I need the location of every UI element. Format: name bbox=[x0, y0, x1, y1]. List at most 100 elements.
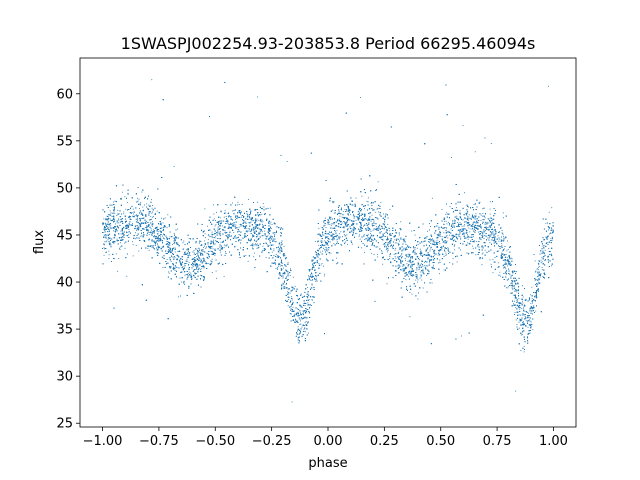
data-point bbox=[336, 238, 338, 240]
data-point bbox=[151, 231, 152, 233]
data-point bbox=[118, 219, 120, 221]
data-point bbox=[475, 215, 477, 217]
data-point bbox=[514, 305, 516, 306]
data-point bbox=[485, 230, 486, 232]
data-point bbox=[380, 201, 382, 203]
data-point bbox=[385, 227, 387, 228]
data-point bbox=[414, 247, 416, 249]
data-point bbox=[227, 234, 229, 236]
data-point bbox=[371, 252, 373, 254]
data-point bbox=[272, 238, 274, 240]
data-point bbox=[491, 220, 493, 222]
data-point bbox=[219, 231, 221, 233]
data-point bbox=[256, 201, 258, 203]
data-point bbox=[294, 285, 296, 287]
data-point bbox=[190, 272, 192, 274]
data-point bbox=[314, 269, 316, 271]
data-point bbox=[440, 235, 441, 237]
data-point bbox=[454, 220, 456, 222]
data-point bbox=[428, 272, 430, 274]
data-point bbox=[148, 249, 150, 251]
data-point bbox=[285, 264, 287, 266]
data-point bbox=[157, 239, 159, 241]
data-point bbox=[198, 260, 200, 262]
data-point bbox=[414, 251, 416, 253]
data-point bbox=[407, 260, 409, 262]
data-point bbox=[289, 292, 291, 294]
data-point bbox=[105, 241, 107, 243]
data-point bbox=[422, 287, 424, 289]
data-point bbox=[346, 225, 348, 227]
data-point bbox=[283, 254, 285, 256]
data-point bbox=[534, 260, 536, 262]
data-point bbox=[103, 232, 105, 234]
data-point bbox=[299, 324, 301, 325]
data-point bbox=[177, 228, 179, 230]
data-point bbox=[279, 252, 281, 254]
data-point bbox=[114, 200, 116, 202]
data-point bbox=[531, 308, 533, 310]
data-point bbox=[439, 233, 441, 235]
data-point bbox=[548, 85, 549, 87]
data-point bbox=[234, 227, 236, 229]
data-point bbox=[151, 207, 153, 209]
data-point bbox=[538, 264, 540, 266]
data-point bbox=[404, 239, 405, 241]
data-point bbox=[492, 239, 494, 241]
data-point bbox=[530, 324, 532, 326]
data-point bbox=[473, 203, 475, 205]
data-point bbox=[178, 296, 180, 298]
data-point bbox=[304, 322, 306, 324]
data-point bbox=[551, 253, 552, 255]
data-point bbox=[490, 143, 492, 144]
data-point bbox=[157, 231, 159, 233]
data-point bbox=[352, 224, 354, 226]
data-point bbox=[383, 232, 385, 234]
data-point bbox=[235, 224, 237, 226]
data-point bbox=[279, 263, 281, 265]
data-point bbox=[429, 261, 430, 262]
data-point bbox=[439, 259, 441, 261]
data-point bbox=[344, 209, 346, 210]
data-point bbox=[268, 245, 270, 247]
data-point bbox=[406, 253, 408, 255]
data-point bbox=[135, 227, 137, 229]
data-point bbox=[394, 239, 396, 241]
data-point bbox=[330, 252, 332, 254]
data-point bbox=[343, 234, 345, 236]
data-point bbox=[136, 201, 138, 203]
data-point bbox=[481, 236, 483, 238]
data-point bbox=[487, 222, 488, 224]
data-point bbox=[255, 220, 257, 222]
data-point bbox=[144, 227, 146, 228]
data-point bbox=[146, 225, 148, 227]
data-point bbox=[153, 245, 155, 247]
data-point bbox=[399, 240, 400, 242]
data-point bbox=[213, 204, 214, 206]
data-point bbox=[304, 331, 306, 333]
data-point bbox=[503, 267, 505, 269]
data-point bbox=[220, 211, 222, 213]
data-point bbox=[150, 205, 151, 207]
data-point bbox=[355, 233, 356, 234]
data-point bbox=[319, 233, 321, 235]
data-point bbox=[136, 218, 138, 220]
data-point bbox=[174, 257, 176, 259]
data-point bbox=[402, 256, 403, 258]
data-point bbox=[459, 212, 460, 214]
data-point bbox=[511, 283, 513, 285]
data-point bbox=[310, 276, 312, 278]
data-point bbox=[537, 268, 538, 270]
data-point bbox=[157, 238, 159, 240]
data-point bbox=[326, 236, 328, 238]
data-point bbox=[204, 208, 206, 210]
data-point bbox=[417, 264, 419, 266]
data-point bbox=[485, 213, 486, 215]
data-point bbox=[498, 245, 499, 247]
data-point bbox=[381, 251, 383, 253]
data-point bbox=[339, 233, 341, 235]
data-point bbox=[374, 190, 376, 191]
data-point bbox=[326, 248, 328, 250]
data-point bbox=[168, 272, 170, 274]
data-point bbox=[436, 237, 438, 239]
